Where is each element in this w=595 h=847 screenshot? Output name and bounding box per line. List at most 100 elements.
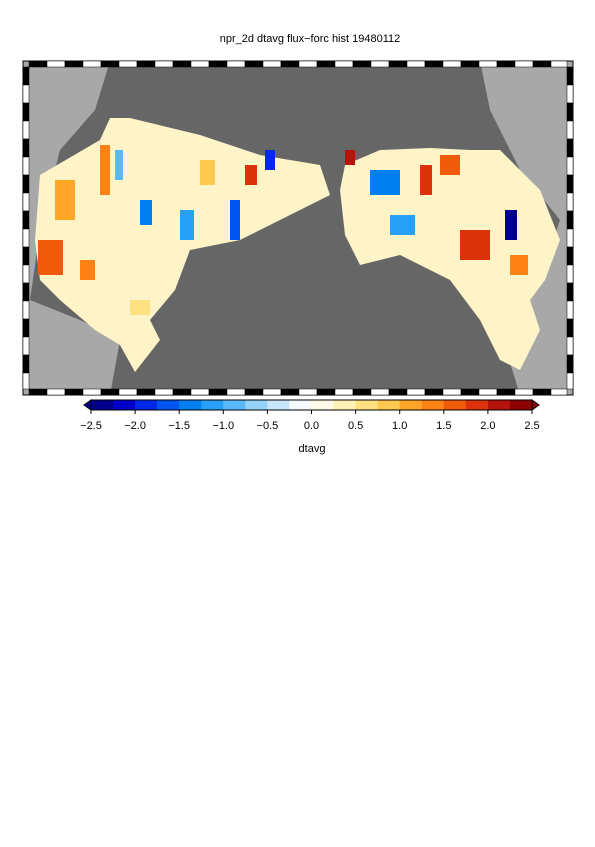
border-segment [424,388,444,396]
colorbar-segment [465,400,489,410]
border-segment [566,228,574,248]
land [23,61,120,395]
border-segment [566,282,574,302]
border-segment [566,372,574,390]
border-segment [316,60,336,68]
border-segment [22,282,30,302]
border-segment [28,388,48,396]
border-segment [566,264,574,284]
border-segment [280,388,300,396]
border-segment [22,156,30,176]
border-segment [118,60,138,68]
border-segment [226,60,246,68]
colorbar-tick-label: 0.5 [348,420,363,432]
border-segment [406,60,426,68]
colorbar-tick-label: −1.0 [212,420,234,432]
border-segment [190,388,210,396]
colorbar-segment [245,400,268,410]
colorbar-segment [487,400,511,410]
colorbar-segment [421,400,445,410]
border-segment [352,388,372,396]
border-segment [566,174,574,194]
colorbar-tick-label: −2.0 [124,420,146,432]
colorbar-segment [289,400,312,410]
border-segment [22,120,30,140]
border-segment [100,60,120,68]
border-segment [550,60,568,68]
border-segment [316,388,336,396]
colorbar-segment [91,400,114,410]
border-segment [496,388,516,396]
border-segment [298,388,318,396]
land [480,61,573,395]
colorbar-segment [223,400,246,410]
border-segment [514,60,534,68]
colorbar-segment [135,400,158,410]
border-segment [388,388,408,396]
border-segment [22,210,30,230]
border-segment [64,388,84,396]
border-segment [566,138,574,158]
colorbar-segment [399,400,423,410]
border-segment [442,60,462,68]
border-segment [22,84,30,104]
border-segment [406,388,426,396]
border-segment [566,66,574,86]
border-segment [208,60,228,68]
border-segment [566,102,574,122]
colorbar-end [531,399,540,411]
border-segment [566,246,574,266]
colorbar-tick-label: 2.5 [524,420,539,432]
border-segment [46,388,66,396]
border-segment [566,354,574,374]
border-segment [82,388,102,396]
border-segment [226,388,246,396]
border-segment [244,60,264,68]
border-segment [442,388,462,396]
border-segment [22,174,30,194]
border-segment [28,60,48,68]
border-segment [566,84,574,104]
colorbar-segment [311,400,334,410]
colorbar-end [83,399,92,411]
border-segment [118,388,138,396]
border-segment [514,388,534,396]
border-segment [334,60,354,68]
border-segment [22,228,30,248]
border-segment [566,318,574,338]
border-segment [298,60,318,68]
border-segment [532,388,552,396]
land-data [340,148,560,370]
border-segment [172,60,192,68]
border-segment [370,388,390,396]
border-segment [460,60,480,68]
border-segment [190,60,210,68]
border-segment [478,388,498,396]
border-segment [46,60,66,68]
colorbar-segment [377,400,400,410]
border-segment [22,192,30,212]
border-segment [334,388,354,396]
border-segment [22,138,30,158]
border-segment [22,372,30,390]
border-segment [370,60,390,68]
border-segment [550,388,568,396]
border-segment [154,60,174,68]
colorbar-segment [443,400,467,410]
colorbar-segment [157,400,180,410]
border-segment [22,300,30,320]
colorbar-tick-label: −2.5 [80,420,102,432]
border-segment [280,60,300,68]
border-segment [136,60,156,68]
border-segment [82,60,102,68]
border-segment [566,120,574,140]
colorbar-tick-label: 1.5 [436,420,451,432]
border-segment [22,66,30,86]
border-segment [566,156,574,176]
border-segment [22,102,30,122]
border-segment [100,388,120,396]
colorbar-segment [179,400,202,410]
border-segment [208,388,228,396]
colorbar-segment [355,400,378,410]
border-segment [22,354,30,374]
